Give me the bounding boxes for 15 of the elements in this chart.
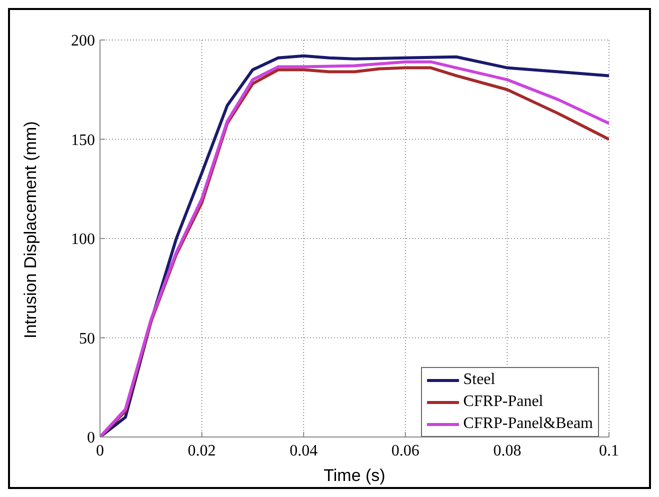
x-tick-label: 0.08 <box>493 442 522 460</box>
x-tick-label: 0.06 <box>391 442 420 460</box>
legend-label: CFRP-Panel <box>463 392 544 412</box>
y-tick-label: 0 <box>87 430 95 447</box>
y-axis-title: Intrusion Displacement (mm) <box>21 121 40 338</box>
legend-label: Steel <box>463 370 496 390</box>
legend-label: CFRP-Panel&Beam <box>463 414 593 434</box>
x-tick-label: 0.04 <box>290 442 318 460</box>
y-tick-label: 100 <box>71 231 95 248</box>
y-tick-label: 150 <box>71 132 95 149</box>
x-tick-label: 0.1 <box>599 442 619 460</box>
y-tick-label: 50 <box>79 330 95 348</box>
x-tick-label: 0.02 <box>188 442 216 460</box>
y-tick-label: 200 <box>71 32 95 50</box>
x-axis-title: Time (s) <box>324 466 386 485</box>
